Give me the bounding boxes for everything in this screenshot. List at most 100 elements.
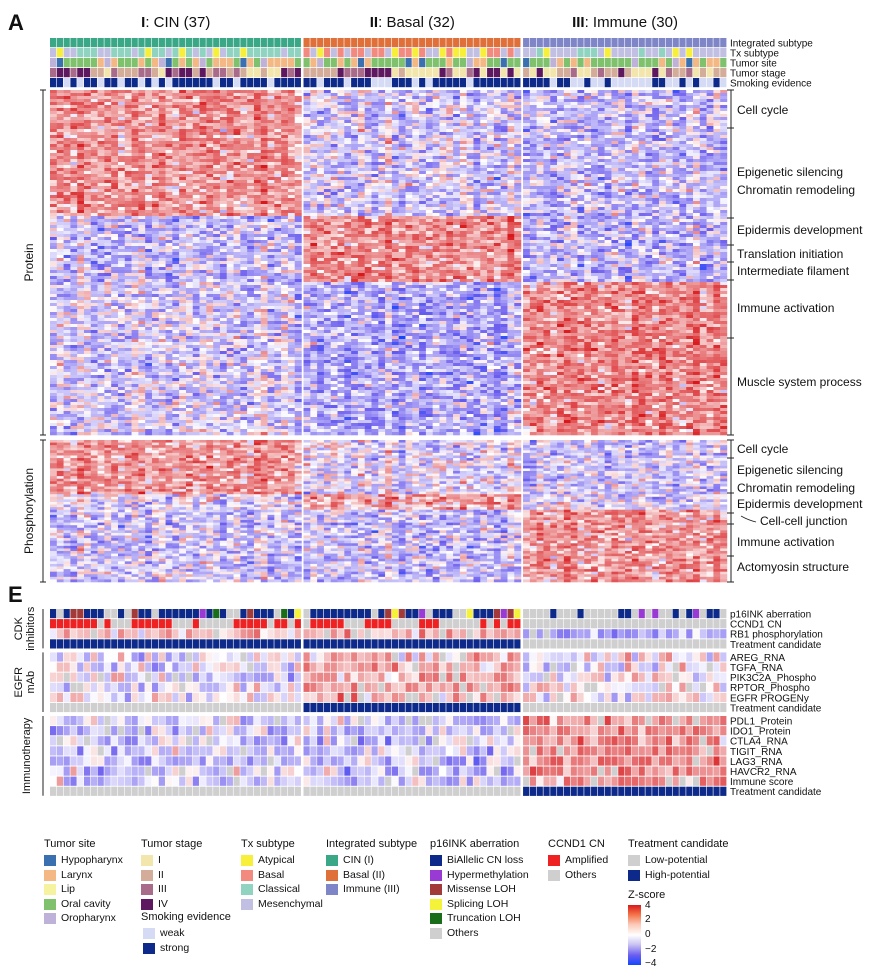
annotation-cell	[117, 68, 125, 78]
heatmap-cell	[659, 216, 667, 220]
heatmap-cell	[720, 123, 728, 127]
heatmap-cell	[281, 219, 289, 223]
heatmap-cell	[219, 129, 227, 133]
heatmap-cell	[337, 129, 345, 133]
heatmap-cell	[294, 222, 302, 226]
heatmap-cell	[439, 93, 447, 97]
heatmap-cell	[487, 162, 495, 166]
annotation-cell	[219, 38, 227, 48]
heatmap-cell	[351, 150, 359, 154]
annotation-cell	[398, 48, 405, 58]
heatmap-cell	[584, 147, 592, 151]
heatmap-cell	[124, 225, 132, 229]
heatmap-cell	[405, 135, 413, 139]
heatmap-cell	[439, 114, 447, 118]
heatmap-cell	[446, 168, 454, 172]
annotation-cell	[199, 58, 206, 68]
heatmap-cell	[611, 129, 619, 133]
heatmap-cell	[117, 192, 125, 196]
heatmap-cell	[281, 171, 289, 175]
heatmap-cell	[179, 132, 187, 136]
annotation-cell	[550, 68, 557, 78]
heatmap-cell	[165, 132, 173, 136]
annotation-cell	[294, 38, 301, 48]
heatmap-cell	[233, 147, 241, 151]
heatmap-cell	[439, 195, 447, 199]
heatmap-cell	[584, 210, 592, 214]
heatmap-cell	[371, 102, 379, 106]
heatmap-cell	[597, 162, 605, 166]
heatmap-cell	[344, 159, 352, 163]
heatmap-cell	[70, 120, 78, 124]
heatmap-cell	[543, 108, 551, 112]
heatmap-cell	[165, 189, 173, 193]
heatmap-cell	[679, 117, 687, 121]
heatmap-cell	[310, 216, 318, 220]
heatmap-cell	[90, 135, 98, 139]
heatmap-cell	[391, 150, 399, 154]
annotation-cell	[378, 68, 385, 78]
heatmap-cell	[570, 120, 578, 124]
group-roman: I	[141, 14, 145, 31]
heatmap-cell	[466, 171, 474, 175]
heatmap-cell	[267, 168, 275, 172]
heatmap-cell	[357, 90, 365, 94]
heatmap-cell	[577, 132, 585, 136]
heatmap-cell	[344, 204, 352, 208]
heatmap-cell	[693, 120, 701, 124]
heatmap-cell	[172, 225, 180, 229]
heatmap-cell	[240, 147, 248, 151]
heatmap-cell	[686, 207, 694, 211]
heatmap-cell	[432, 213, 440, 217]
heatmap-cell	[192, 99, 200, 103]
heatmap-cell	[310, 219, 318, 223]
heatmap-cell	[185, 126, 193, 130]
heatmap-cell	[645, 99, 653, 103]
heatmap-cell	[260, 111, 268, 115]
heatmap-cell	[138, 159, 146, 163]
heatmap-cell	[83, 165, 91, 169]
heatmap-cell	[138, 147, 146, 151]
heatmap-cell	[111, 129, 119, 133]
heatmap-cell	[303, 129, 311, 133]
annotation-cell	[398, 68, 405, 78]
heatmap-cell	[310, 186, 318, 190]
heatmap-cell	[138, 192, 146, 196]
heatmap-cell	[83, 180, 91, 184]
heatmap-cell	[507, 132, 515, 136]
heatmap-cell	[604, 165, 612, 169]
heatmap-cell	[679, 120, 687, 124]
heatmap-cell	[303, 117, 311, 121]
heatmap-cell	[213, 216, 221, 220]
heatmap-cell	[199, 96, 207, 100]
heatmap-cell	[117, 153, 125, 157]
heatmap-cell	[172, 108, 180, 112]
heatmap-cell	[111, 198, 119, 202]
heatmap-cell	[672, 114, 680, 118]
heatmap-cell	[425, 111, 433, 115]
heatmap-cell	[294, 192, 302, 196]
heatmap-cell	[529, 219, 537, 223]
heatmap-cell	[165, 201, 173, 205]
heatmap-cell	[172, 99, 180, 103]
heatmap-cell	[364, 186, 372, 190]
heatmap-cell	[240, 192, 248, 196]
heatmap-cell	[124, 129, 132, 133]
heatmap-cell	[699, 108, 707, 112]
heatmap-cell	[357, 132, 365, 136]
heatmap-cell	[611, 114, 619, 118]
heatmap-cell	[267, 93, 275, 97]
heatmap-cell	[344, 96, 352, 100]
heatmap-cell	[693, 153, 701, 157]
heatmap-cell	[405, 123, 413, 127]
heatmap-cell	[317, 117, 325, 121]
heatmap-cell	[111, 150, 119, 154]
heatmap-cell	[50, 126, 57, 130]
heatmap-cell	[131, 96, 139, 100]
heatmap-cell	[453, 201, 461, 205]
heatmap-cell	[577, 177, 585, 181]
annotation-cell	[523, 78, 530, 88]
heatmap-cell	[686, 117, 694, 121]
heatmap-cell	[480, 117, 488, 121]
heatmap-cell	[111, 204, 119, 208]
